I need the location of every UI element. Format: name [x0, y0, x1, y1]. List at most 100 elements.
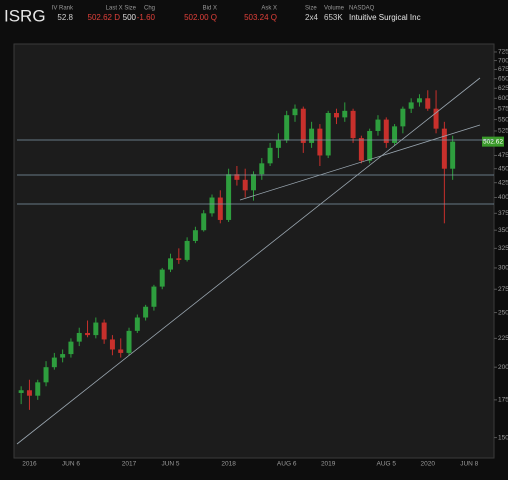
- x-tick-label: JUN 5: [161, 461, 179, 468]
- candle-body: [450, 141, 456, 169]
- y-tick-label: 225: [498, 335, 508, 342]
- field-label: Volume: [324, 6, 345, 12]
- y-tick-label: 575: [498, 105, 508, 112]
- candle-body: [375, 119, 381, 131]
- y-tick-label: 200: [498, 364, 508, 371]
- candle-body: [134, 317, 140, 331]
- candle-body: [325, 112, 331, 156]
- candle-body: [433, 108, 439, 129]
- field-value: 502.62 D: [88, 13, 121, 22]
- price-tag: [482, 136, 504, 147]
- candle-body: [441, 128, 447, 169]
- y-tick-label: 350: [498, 227, 508, 234]
- candle-body: [126, 330, 132, 353]
- candle-body: [35, 382, 41, 396]
- field-value: 503.24 Q: [244, 13, 277, 22]
- candle-body: [342, 110, 348, 118]
- candle-body: [217, 197, 223, 220]
- candle-body: [317, 128, 323, 156]
- candle-body: [118, 349, 124, 353]
- y-tick-label: 375: [498, 210, 508, 217]
- field-label: Ask X: [261, 6, 277, 12]
- x-tick-label: 2018: [221, 461, 236, 468]
- y-tick-label: 150: [498, 434, 508, 441]
- field-label: Last X Size: [106, 6, 137, 12]
- field-value: 653K: [324, 13, 343, 22]
- symbol: ISRG: [4, 6, 46, 25]
- trend-line: [16, 77, 481, 445]
- chart-panel: [13, 43, 495, 459]
- x-tick-label: JUN 8: [460, 461, 478, 468]
- y-tick-label: 675: [498, 66, 508, 73]
- y-tick-label: 250: [498, 309, 508, 316]
- candle-body: [425, 98, 431, 109]
- candle-body: [68, 341, 74, 355]
- candle-body: [309, 128, 315, 143]
- field-extra: 500: [123, 13, 137, 22]
- candle-body: [93, 322, 99, 336]
- candle-body: [26, 390, 32, 396]
- candle-body: [367, 130, 373, 161]
- y-tick-label: 600: [498, 95, 508, 102]
- y-tick-label: 275: [498, 286, 508, 293]
- candle-body: [60, 354, 66, 358]
- candle-body: [109, 339, 115, 350]
- field-label: Chg: [144, 6, 155, 12]
- x-tick-label: AUG 6: [277, 461, 297, 468]
- candle-body: [159, 269, 165, 287]
- field-label: Size: [305, 6, 317, 12]
- candle-body: [358, 138, 364, 161]
- candle-body: [259, 163, 265, 175]
- candle-body: [192, 230, 198, 241]
- candle-body: [51, 357, 57, 368]
- candle-body: [18, 390, 24, 393]
- field-value: 2x4: [305, 13, 318, 22]
- field-label: Bid X: [203, 6, 217, 12]
- candle-body: [350, 110, 356, 139]
- candle-body: [333, 112, 339, 118]
- candle-body: [201, 213, 207, 231]
- candle-body: [251, 174, 256, 191]
- y-tick-label: 625: [498, 85, 508, 92]
- candle-body: [168, 258, 174, 270]
- y-tick-label: 400: [498, 194, 508, 201]
- x-tick-label: 2016: [22, 461, 37, 468]
- field-value: 502.00 Q: [184, 13, 217, 22]
- candle-body: [416, 98, 422, 103]
- candle-body: [143, 306, 149, 318]
- price-tag-label: 502.62: [483, 138, 503, 145]
- y-tick-label: 425: [498, 179, 508, 186]
- candle-body: [275, 140, 281, 148]
- candle-body: [392, 126, 398, 143]
- y-tick-label: 700: [498, 57, 508, 64]
- y-tick-label: 300: [498, 265, 508, 272]
- trend-line: [239, 124, 481, 201]
- field-label: NASDAQ: [349, 6, 375, 12]
- field-value: 52.8: [57, 13, 73, 22]
- candle-body: [76, 332, 82, 342]
- candle-body: [300, 108, 306, 143]
- candle-body: [234, 174, 240, 180]
- y-tick-label: 450: [498, 165, 508, 172]
- candle-body: [242, 179, 248, 191]
- candle-body: [101, 322, 107, 340]
- y-tick-label: 525: [498, 128, 508, 135]
- candle-body: [408, 102, 414, 109]
- candle-body: [176, 258, 182, 260]
- y-tick-label: 325: [498, 245, 508, 252]
- x-tick-label: JUN 6: [62, 461, 80, 468]
- candle-body: [85, 332, 91, 336]
- field-value: -1.60: [137, 13, 156, 22]
- candle-body: [184, 240, 190, 260]
- candle-body: [151, 286, 157, 307]
- candle-body: [43, 367, 49, 383]
- candle-body: [267, 147, 273, 164]
- candle-body: [226, 174, 232, 220]
- field-value: Intuitive Surgical Inc: [349, 13, 421, 22]
- y-tick-label: 175: [498, 397, 508, 404]
- x-tick-label: AUG 5: [377, 461, 397, 468]
- y-tick-label: 650: [498, 75, 508, 82]
- candle-body: [292, 108, 298, 116]
- y-tick-label: 475: [498, 152, 508, 159]
